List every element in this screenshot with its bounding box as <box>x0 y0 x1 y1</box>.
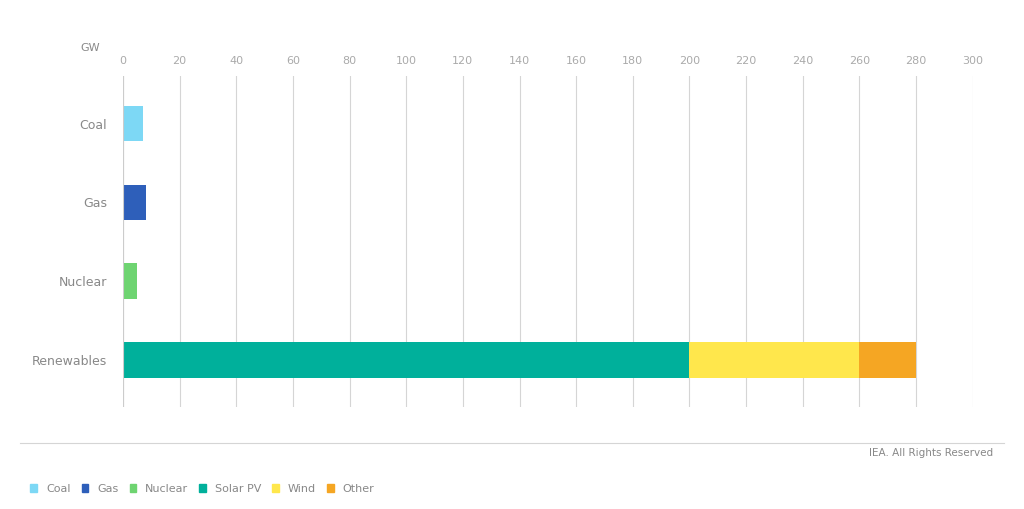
Bar <box>689 342 859 378</box>
Bar <box>123 106 142 142</box>
Bar <box>123 185 145 220</box>
Text: GW: GW <box>80 43 100 53</box>
Text: IEA. All Rights Reserved: IEA. All Rights Reserved <box>869 448 993 458</box>
Bar <box>859 342 916 378</box>
Bar <box>123 264 137 299</box>
Bar <box>123 342 689 378</box>
Legend: Coal, Gas, Nuclear, Solar PV, Wind, Other: Coal, Gas, Nuclear, Solar PV, Wind, Othe… <box>26 479 379 498</box>
